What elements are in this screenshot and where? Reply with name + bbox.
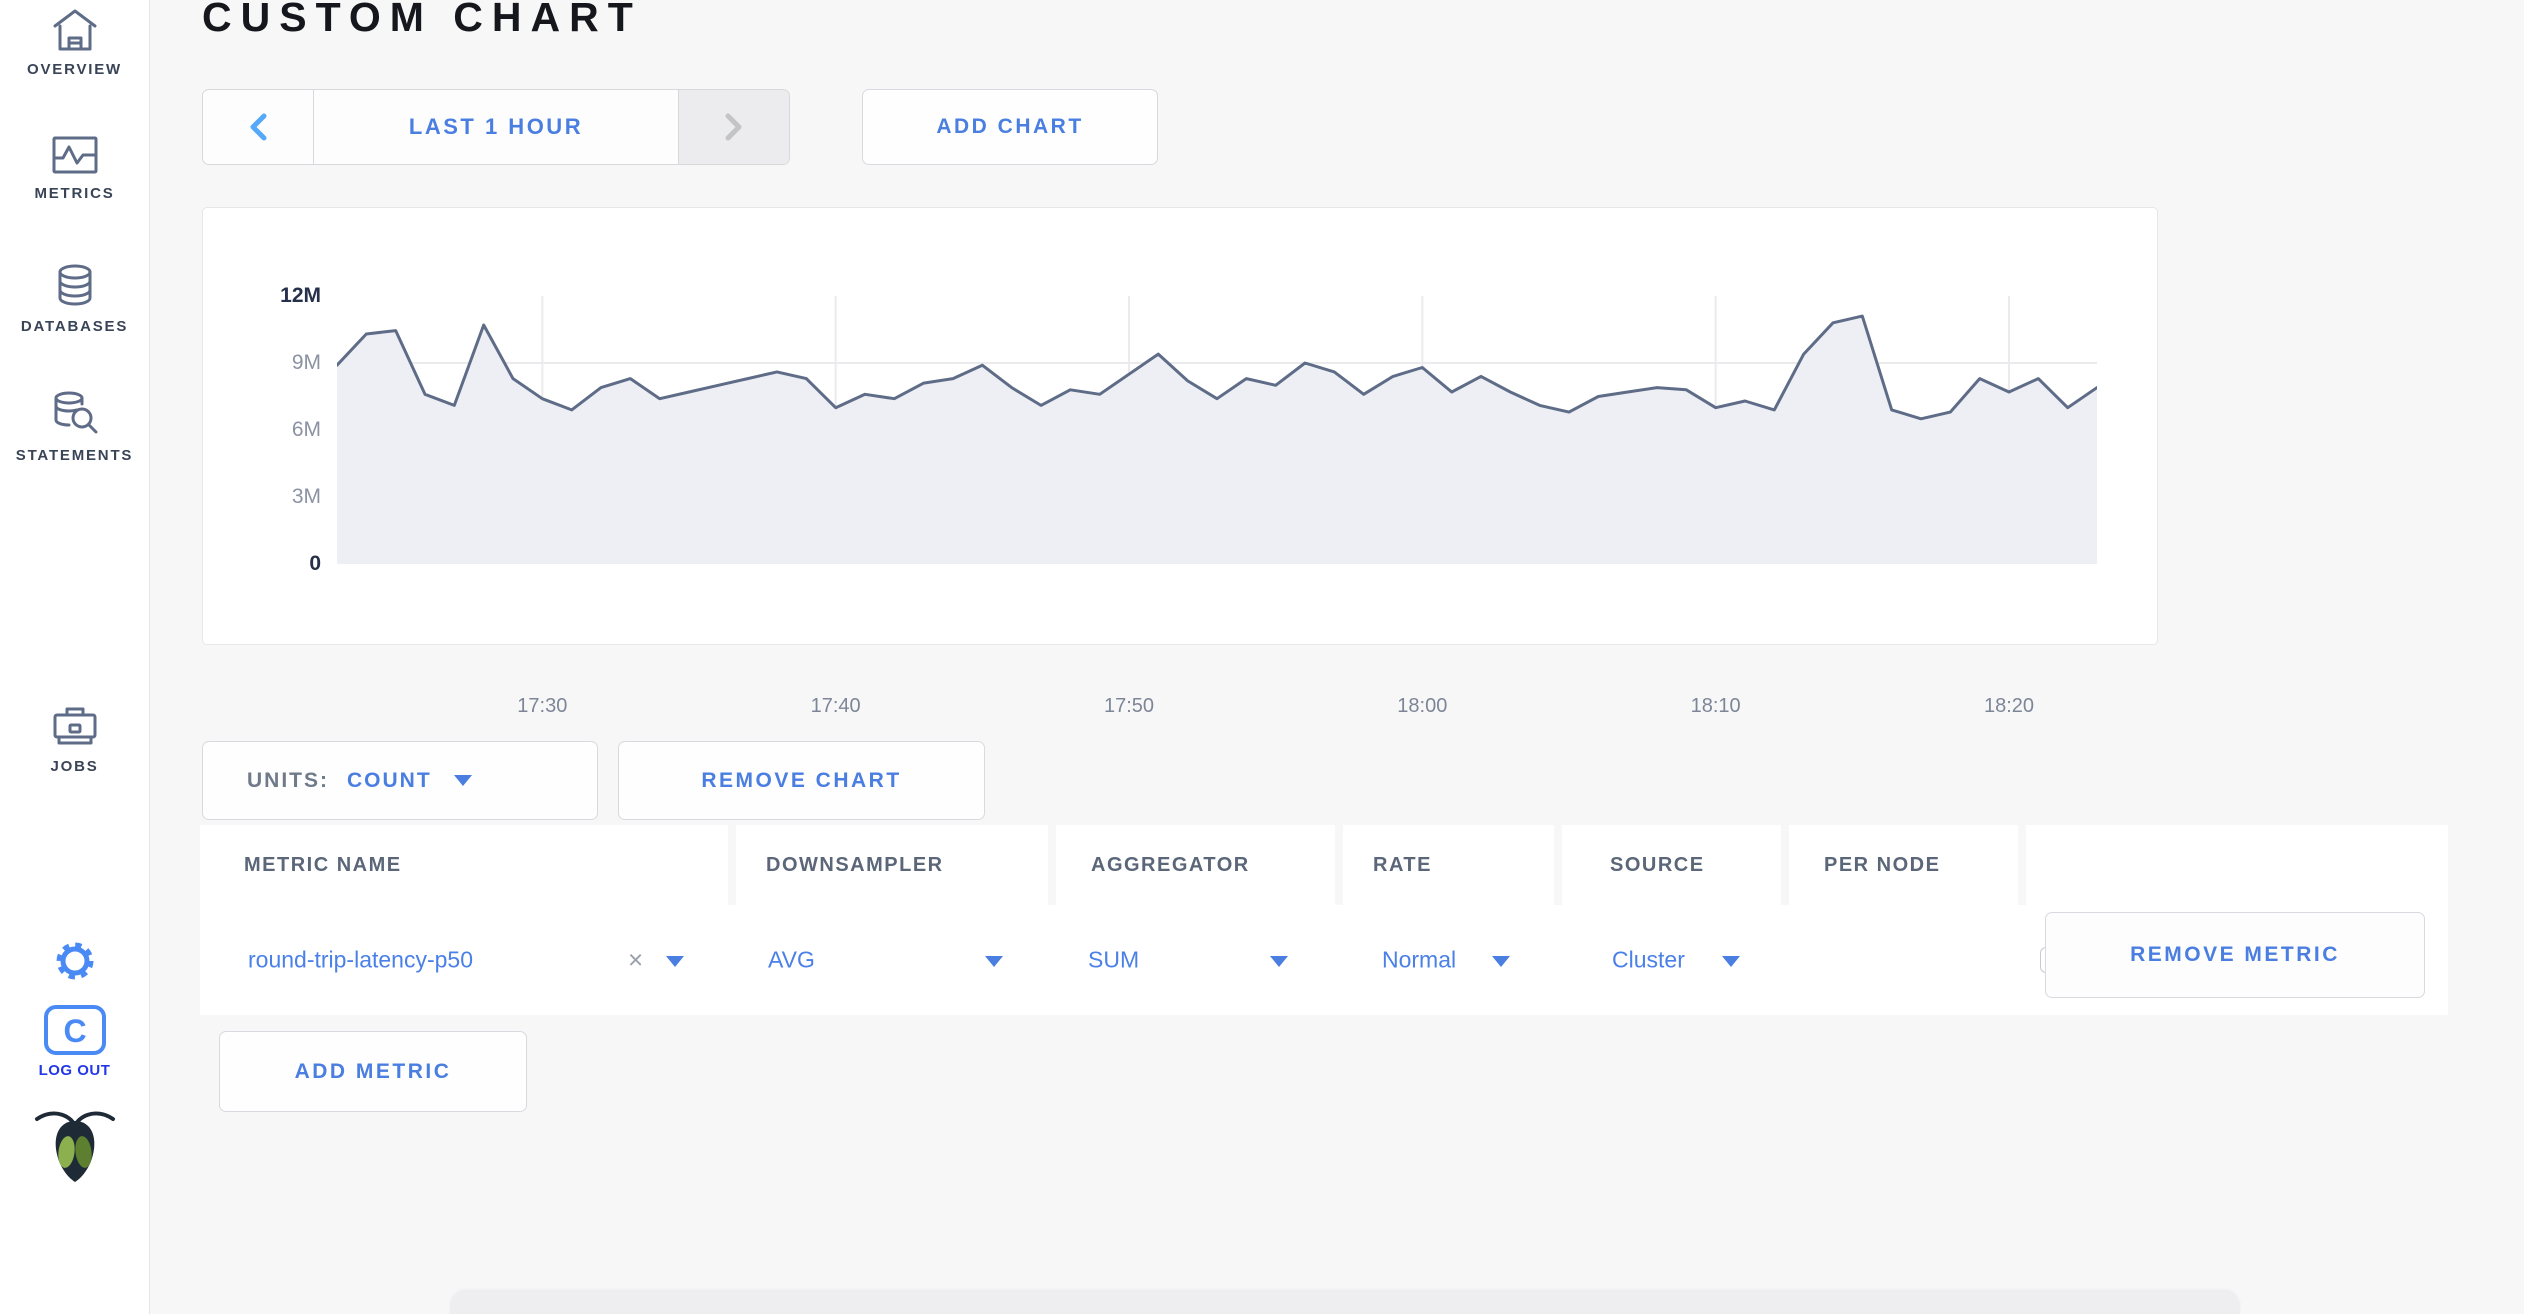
y-axis-tick-label: 6M <box>291 418 321 441</box>
column-header-per-node: PER NODE <box>1789 825 2018 905</box>
sidebar-item-label: METRICS <box>34 185 115 202</box>
sidebar-item-overview[interactable]: OVERVIEW <box>0 8 149 78</box>
x-axis-tick-label: 17:40 <box>810 695 861 717</box>
time-range-prev-button[interactable] <box>203 90 314 164</box>
column-header-rate: RATE <box>1343 825 1554 905</box>
remove-chart-button[interactable]: REMOVE CHART <box>618 741 985 820</box>
units-prefix-label: UNITS: <box>247 768 329 792</box>
chevron-right-icon <box>725 113 742 141</box>
bottom-panel-edge <box>450 1290 2240 1314</box>
metric-chart[interactable] <box>337 296 2097 564</box>
x-axis-tick-label: 17:50 <box>1103 695 1155 717</box>
page-title: CUSTOM CHART <box>202 0 642 40</box>
y-axis-tick-label: 0 <box>309 552 321 575</box>
metrics-chart-icon <box>52 136 97 174</box>
sidebar-item-label: STATEMENTS <box>15 447 134 464</box>
add-metric-button[interactable]: ADD METRIC <box>219 1031 527 1112</box>
settings-button[interactable] <box>0 938 149 984</box>
chevron-down-icon[interactable] <box>1270 956 1288 967</box>
x-axis-tick-label: 18:00 <box>1397 695 1448 717</box>
x-axis-tick-label: 17:30 <box>517 695 568 717</box>
chart-card: 0 3M 6M 9M 12M 17:30 17:40 17:50 18:00 18:10 18:2… <box>202 207 2158 717</box>
chevron-down-icon[interactable] <box>666 956 684 967</box>
chevron-down-icon[interactable] <box>1492 956 1510 967</box>
chevron-down-icon <box>453 775 472 786</box>
y-axis-tick-label: 3M <box>291 485 321 508</box>
logout-button[interactable]: C LOG OUT <box>0 1004 149 1079</box>
x-axis-tick-label: 18:20 <box>1983 695 2035 717</box>
chevron-left-icon <box>250 113 267 141</box>
home-icon <box>53 9 96 51</box>
add-chart-button[interactable]: ADD CHART <box>862 89 1158 165</box>
sidebar-item-databases[interactable]: DATABASES <box>0 263 149 335</box>
logout-label: LOG OUT <box>38 1062 111 1079</box>
sidebar-item-statements[interactable]: STATEMENTS <box>0 390 149 464</box>
c-logo-letter: C <box>63 1013 86 1049</box>
chevron-down-icon[interactable] <box>1722 956 1740 967</box>
database-icon <box>58 264 91 306</box>
column-header-source: SOURCE <box>1562 825 1781 905</box>
downsampler-select[interactable]: AVG <box>768 946 815 973</box>
time-range-dropdown[interactable]: LAST 1 HOUR <box>408 114 584 139</box>
aggregator-select[interactable]: SUM <box>1088 946 1140 973</box>
sidebar: OVERVIEW METRICS DATABASES <box>0 0 150 1314</box>
source-select[interactable]: Cluster <box>1612 946 1685 973</box>
gear-icon <box>56 942 93 980</box>
units-dropdown[interactable]: UNITS: COUNT <box>202 741 598 820</box>
column-header-actions <box>2026 825 2448 905</box>
jobs-briefcase-icon <box>53 707 96 745</box>
sidebar-item-label: OVERVIEW <box>27 61 122 78</box>
chevron-down-icon[interactable] <box>985 956 1003 967</box>
main-content: CUSTOM CHART LAST 1 HOUR ADD CHART 0 3M 6M… <box>150 0 2524 1314</box>
cockroach-c-badge-icon: C <box>43 1005 106 1055</box>
rate-select[interactable]: Normal <box>1382 946 1457 973</box>
y-axis-tick-label: 12M <box>280 284 321 307</box>
clear-metric-icon[interactable]: × <box>628 944 644 975</box>
time-range-selector: LAST 1 HOUR <box>202 89 790 165</box>
time-range-next-button[interactable] <box>678 90 789 164</box>
y-axis-tick-label: 9M <box>291 351 321 374</box>
cockroach-bug-icon <box>34 1111 115 1182</box>
units-value: COUNT <box>347 768 432 792</box>
column-header-aggregator: AGGREGATOR <box>1056 825 1335 905</box>
remove-metric-button[interactable]: REMOVE METRIC <box>2045 912 2425 998</box>
x-axis-tick-label: 18:10 <box>1690 695 1741 717</box>
sidebar-item-jobs[interactable]: JOBS <box>0 703 149 775</box>
sidebar-item-metrics[interactable]: METRICS <box>0 134 149 202</box>
cockroach-logo <box>0 1105 149 1185</box>
column-header-metric-name: METRIC NAME <box>200 825 728 905</box>
statements-search-icon <box>54 391 97 434</box>
sidebar-item-label: JOBS <box>50 758 99 775</box>
column-header-downsampler: DOWNSAMPLER <box>736 825 1048 905</box>
metric-name-select[interactable]: round-trip-latency-p50 <box>248 946 474 973</box>
sidebar-item-label: DATABASES <box>20 318 129 335</box>
